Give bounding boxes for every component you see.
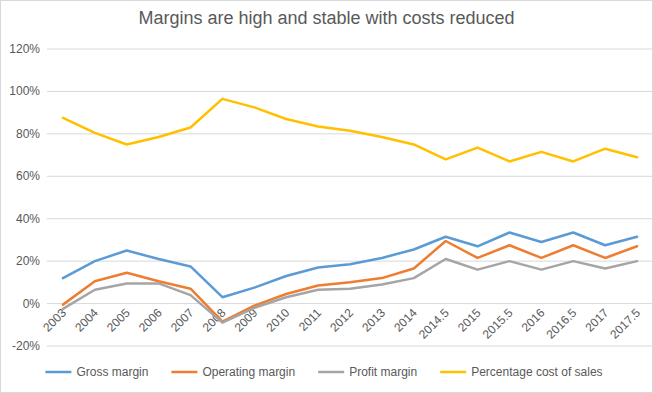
grid-line <box>47 176 653 177</box>
title: Margins are high and stable with costs r… <box>138 8 514 28</box>
grid-line <box>47 91 653 92</box>
x-tick-label: 2012 <box>327 306 356 335</box>
legend: Gross margin Operating margin Profit margi… <box>45 365 602 379</box>
y-tick-label: 120% <box>9 42 40 56</box>
grid-line <box>47 133 653 134</box>
legend-label: Percentage cost of sales <box>471 365 602 379</box>
grid-line <box>47 303 653 304</box>
legend-label: Gross margin <box>76 365 148 379</box>
x-tick-label: 2017.5 <box>607 306 643 342</box>
legend-key <box>440 371 466 374</box>
x-tick-label: 2014.5 <box>416 306 452 342</box>
legend-key <box>45 371 71 374</box>
grid-line <box>47 346 653 347</box>
x-tick-label: 2015.5 <box>480 306 516 342</box>
x-tick-label: 2003 <box>40 306 69 335</box>
series-group <box>63 99 637 323</box>
x-tick-label: 2010 <box>264 306 293 335</box>
x-tick-label: 2007 <box>168 306 197 335</box>
grid <box>47 49 653 346</box>
legend-label: Profit margin <box>349 365 417 379</box>
x-tick-label: 2011 <box>296 306 324 334</box>
chart-border <box>1 1 653 393</box>
y-tick-label: 60% <box>16 169 40 183</box>
chart: Margins are high and stable with costs r… <box>0 0 653 393</box>
y-tick-label: 80% <box>16 127 40 141</box>
grid-line <box>47 49 653 50</box>
y-tick-label: 20% <box>16 254 40 268</box>
y-tick-label: -20% <box>12 339 40 353</box>
x-tick-label: 2017 <box>582 306 611 335</box>
x-tick-label: 2013 <box>359 306 388 335</box>
legend-key <box>318 371 344 374</box>
x-tick-label: 2006 <box>136 306 165 335</box>
series-line <box>63 241 637 322</box>
x-tick-label: 2004 <box>72 306 101 335</box>
x-tick-label: 2005 <box>104 306 133 335</box>
grid-line <box>47 261 653 262</box>
series-line <box>63 99 637 162</box>
x-tick-label: 2016.5 <box>544 306 580 342</box>
x-tick-label: 2014 <box>391 306 420 335</box>
y-tick-label: 100% <box>9 84 40 98</box>
x-tick-label: 2016 <box>519 306 548 335</box>
y-tick-label: 0% <box>23 297 41 311</box>
series-line <box>63 259 637 323</box>
y-tick-label: 40% <box>16 212 40 226</box>
x-tick-label: 2015 <box>455 306 484 335</box>
grid-line <box>47 218 653 219</box>
legend-label: Operating margin <box>202 365 295 379</box>
legend-key <box>171 371 197 374</box>
